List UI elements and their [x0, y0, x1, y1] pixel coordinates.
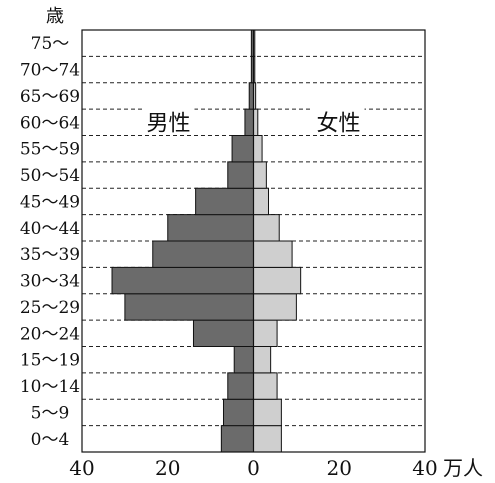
bar-male-60～64	[244, 108, 255, 136]
bar-female-0～4	[253, 425, 282, 453]
bar-male-20～24	[192, 319, 255, 347]
y-tick-label: 10～14	[20, 377, 80, 397]
x-axis-unit: 万人	[443, 456, 483, 480]
plot-frame	[81, 29, 426, 453]
bar-female-25～29	[253, 293, 297, 321]
bar-male-10～14	[227, 372, 254, 400]
y-tick-label: 65～69	[20, 87, 80, 107]
legend-label-female: 女性	[316, 111, 360, 136]
x-tick-label: 40	[412, 456, 437, 480]
y-tick-label: 60～64	[20, 113, 80, 133]
bar-female-40～44	[253, 214, 280, 242]
x-tick-label: 20	[327, 456, 352, 480]
bar-male-45～49	[195, 187, 254, 216]
bar-male-30～34	[111, 266, 254, 295]
y-tick-label: 40～44	[20, 219, 80, 239]
bar-male-50～54	[227, 161, 254, 189]
y-tick-label: 45～49	[20, 192, 80, 212]
y-tick-label: 55～59	[20, 140, 80, 160]
y-tick-label: 75～	[31, 34, 70, 54]
bar-female-35～39	[253, 240, 293, 268]
bar-female-10～14	[253, 372, 278, 400]
legend-background	[312, 108, 365, 135]
bar-male-5～9	[222, 398, 255, 427]
bar-female-5～9	[253, 398, 282, 427]
bar-female-15～19	[253, 346, 272, 374]
bar-male-0～4	[220, 425, 254, 453]
bar-male-55～59	[231, 135, 254, 163]
y-tick-label: 70～74	[20, 61, 80, 81]
bars	[111, 29, 302, 453]
bar-male-40～44	[167, 214, 254, 242]
y-tick-label: 15～19	[20, 351, 80, 371]
x-tick-label: 20	[155, 456, 180, 480]
bar-female-50～54	[253, 161, 267, 189]
x-tick-label: 0	[247, 456, 260, 480]
bar-female-45～49	[253, 187, 270, 216]
y-tick-label: 25～29	[20, 298, 80, 318]
y-tick-label: 20～24	[20, 324, 80, 344]
y-tick-label: 0～4	[31, 430, 70, 450]
bar-male-35～39	[152, 240, 254, 268]
bar-female-20～24	[253, 319, 278, 347]
legend-background	[142, 108, 195, 135]
y-tick-label: 30～34	[20, 272, 80, 292]
y-tick-label: 50～54	[20, 166, 80, 186]
x-tick-label: 40	[69, 456, 94, 480]
y-tick-label: 35～39	[20, 245, 80, 265]
y-tick-label: 5～9	[31, 403, 70, 423]
bar-male-25～29	[124, 293, 254, 321]
y-axis-title: 歳	[46, 6, 64, 27]
x-tick-labels: 40 20 0 20 40	[69, 456, 437, 480]
bar-female-30～34	[253, 266, 302, 295]
bar-female-55～59	[253, 135, 263, 163]
bar-male-15～19	[233, 346, 255, 374]
legend-label-male: 男性	[146, 111, 190, 136]
legend-labels: 男性 女性	[142, 108, 365, 136]
bar-female-60～64	[253, 108, 259, 136]
bar-male-65～69	[248, 82, 254, 110]
y-tick-labels: 0～4 5～9 10～14 15～19 20～24 25～29 30～34 35～39 40～4…	[20, 34, 80, 450]
